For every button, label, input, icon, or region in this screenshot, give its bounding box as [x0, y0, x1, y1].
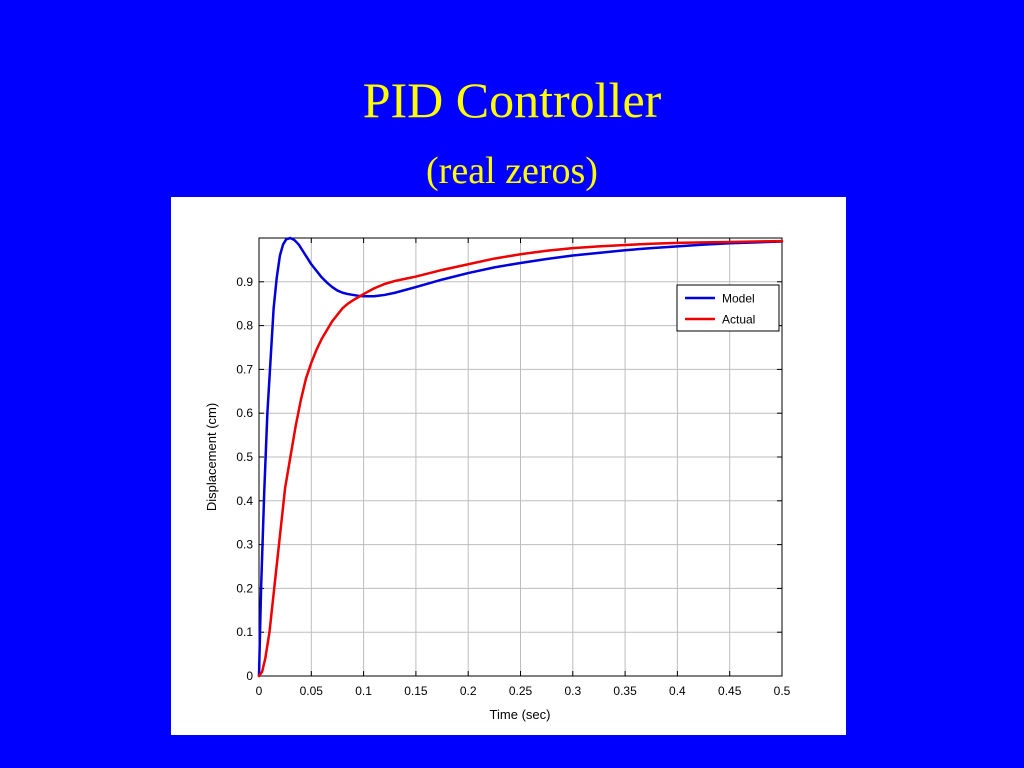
- x-tick-label: 0.25: [509, 684, 533, 698]
- y-tick-label: 0.7: [236, 362, 253, 376]
- series: [257, 236, 784, 678]
- y-tick-label: 0.1: [236, 625, 253, 639]
- x-tick-label: 0.2: [460, 684, 477, 698]
- x-tick-label: 0: [256, 684, 263, 698]
- x-tick-label: 0.15: [404, 684, 428, 698]
- y-tick-label: 0.4: [236, 494, 253, 508]
- y-axis-label: Displacement (cm): [204, 403, 219, 511]
- line-chart: 0 0.05 0.1 0.15 0.2 0.25 0.3 0.35 0.4 0.45 0.5 0 0.1…: [204, 236, 791, 722]
- x-axis-label: Time (sec): [490, 707, 551, 722]
- y-tick-label: 0.9: [236, 275, 253, 289]
- y-tick-label: 0.5: [236, 450, 253, 464]
- chart-figure: 0 0.05 0.1 0.15 0.2 0.25 0.3 0.35 0.4 0.45 0.5 0 0.1…: [171, 197, 846, 735]
- x-tick-label: 0.5: [774, 684, 791, 698]
- slide-subtitle: (real zeros): [426, 150, 598, 192]
- grid: [259, 238, 782, 676]
- ticks: 0 0.05 0.1 0.15 0.2 0.25 0.3 0.35 0.4 0.45 0.5 0 0.1…: [236, 238, 791, 698]
- x-tick-label: 0.05: [300, 684, 324, 698]
- y-tick-label: 0.2: [236, 581, 253, 595]
- y-tick-label: 0.8: [236, 319, 253, 333]
- x-tick-label: 0.35: [613, 684, 637, 698]
- series-line-model: [257, 236, 784, 678]
- series-line-actual: [257, 239, 784, 678]
- x-tick-label: 0.4: [669, 684, 686, 698]
- x-tick-label: 0.3: [564, 684, 581, 698]
- legend: Model Actual: [676, 284, 780, 332]
- slide-title: PID Controller: [362, 72, 662, 128]
- legend-label-model: Model: [722, 292, 755, 306]
- x-tick-label: 0.1: [355, 684, 372, 698]
- x-tick-label: 0.45: [718, 684, 742, 698]
- y-tick-label: 0.6: [236, 406, 253, 420]
- legend-label-actual: Actual: [722, 313, 755, 327]
- y-tick-label: 0.3: [236, 538, 253, 552]
- legend-box: [676, 284, 780, 332]
- y-tick-label: 0: [246, 669, 253, 683]
